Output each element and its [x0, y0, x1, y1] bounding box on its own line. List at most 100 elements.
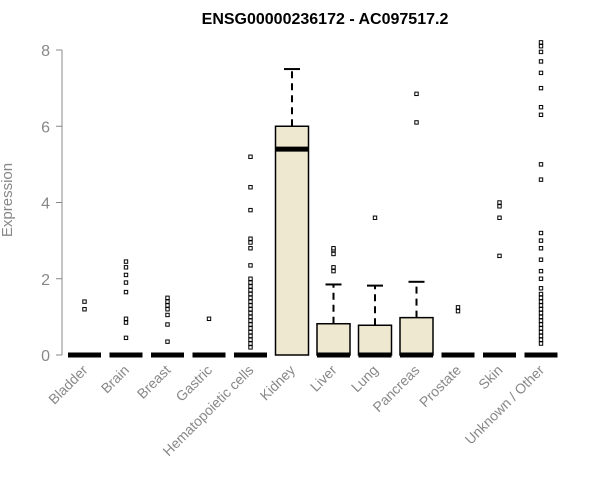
- outlier-point: [538, 276, 544, 281]
- outlier-point: [248, 240, 253, 245]
- outlier-point: [248, 185, 253, 190]
- outlier-point: [538, 246, 544, 251]
- outlier-point: [331, 246, 336, 251]
- outlier-point: [206, 316, 212, 321]
- outlier-point: [248, 326, 253, 331]
- chart-title: ENSG00000236172 - AC097517.2: [202, 11, 449, 28]
- outlier-point: [538, 295, 544, 301]
- outlier-point: [123, 280, 129, 285]
- outlier-point: [538, 307, 544, 312]
- outlier-point: [538, 326, 544, 331]
- box-iqr: [399, 316, 434, 356]
- outlier-point: [248, 341, 253, 346]
- boxes: [68, 40, 558, 358]
- outlier-point: [165, 299, 170, 304]
- outlier-point: [248, 307, 253, 312]
- outlier-point: [165, 307, 170, 312]
- outlier-point: [248, 236, 253, 241]
- outlier-point: [248, 345, 253, 350]
- outlier-point: [497, 253, 502, 259]
- box-hematopoietic-cells: [234, 154, 267, 358]
- outlier-point: [123, 289, 129, 295]
- outlier-point: [538, 238, 544, 243]
- outlier-point: [248, 287, 253, 293]
- outlier-point: [248, 291, 253, 297]
- outlier-point: [248, 303, 253, 308]
- outlier-point: [538, 322, 544, 327]
- x-tick-label: Lung: [348, 362, 381, 395]
- y-tick-label: 0: [41, 348, 50, 365]
- outlier-point: [538, 286, 544, 291]
- outlier-point: [82, 307, 87, 312]
- outlier-point: [538, 70, 544, 76]
- outlier-point: [455, 308, 461, 314]
- outlier-point: [123, 265, 129, 270]
- box-brain: [109, 259, 143, 358]
- outlier-point: [248, 337, 253, 342]
- outlier-point: [331, 251, 336, 257]
- outlier-point: [82, 299, 87, 304]
- outlier-point: [165, 295, 170, 301]
- box-gastric: [192, 316, 226, 358]
- outlier-point: [414, 91, 419, 97]
- y-tick-label: 6: [41, 119, 50, 136]
- outlier-point: [123, 272, 129, 278]
- box-breast: [151, 295, 184, 358]
- outlier-point: [538, 291, 544, 297]
- outlier-point: [538, 85, 544, 91]
- outlier-point: [497, 215, 502, 220]
- outlier-point: [372, 215, 378, 220]
- outlier-point: [538, 40, 544, 45]
- outlier-point: [455, 305, 461, 310]
- outlier-point: [248, 280, 253, 285]
- box-prostate: [441, 305, 475, 358]
- outlier-point: [248, 246, 253, 251]
- box-iqr: [357, 324, 393, 356]
- outlier-point: [123, 320, 129, 325]
- x-tick-label: Skin: [475, 362, 506, 393]
- outlier-point: [331, 268, 336, 274]
- outlier-point: [331, 265, 336, 270]
- outlier-point: [248, 276, 253, 281]
- outlier-point: [497, 200, 502, 205]
- box-liver: [316, 246, 351, 358]
- outlier-point: [538, 162, 544, 167]
- outlier-point: [538, 112, 544, 118]
- outlier-point: [248, 295, 253, 301]
- box-iqr: [274, 125, 310, 356]
- outlier-point: [248, 299, 253, 304]
- box-pancreas: [399, 91, 434, 358]
- outlier-point: [248, 310, 253, 316]
- outlier-point: [248, 329, 253, 335]
- x-tick-label: Breast: [134, 362, 174, 402]
- outlier-point: [123, 259, 129, 264]
- box-iqr: [316, 322, 351, 356]
- y-tick-label: 8: [41, 43, 50, 60]
- outlier-point: [538, 303, 544, 308]
- box-lung: [357, 215, 393, 358]
- outlier-point: [123, 335, 129, 341]
- outlier-point: [538, 318, 544, 323]
- outlier-point: [538, 230, 544, 236]
- y-axis-label: Expression: [0, 163, 16, 237]
- outlier-point: [538, 329, 544, 335]
- outlier-point: [538, 333, 544, 339]
- x-tick-label: Unknown / Other: [462, 362, 548, 448]
- outlier-point: [165, 303, 170, 308]
- outlier-point: [538, 337, 544, 342]
- outlier-point: [248, 333, 253, 339]
- outlier-point: [165, 339, 170, 344]
- outlier-point: [123, 316, 129, 321]
- outlier-point: [538, 59, 544, 64]
- x-tick-label: Prostate: [416, 362, 464, 410]
- x-tick-label: Liver: [307, 362, 340, 395]
- outlier-point: [248, 154, 253, 159]
- outlier-point: [497, 204, 502, 209]
- y-axis: 0 2 4 6 8: [41, 43, 63, 365]
- outlier-point: [538, 268, 544, 274]
- box-kidney: [274, 68, 310, 356]
- outlier-point: [538, 43, 544, 49]
- box-unknown-other: [524, 40, 558, 358]
